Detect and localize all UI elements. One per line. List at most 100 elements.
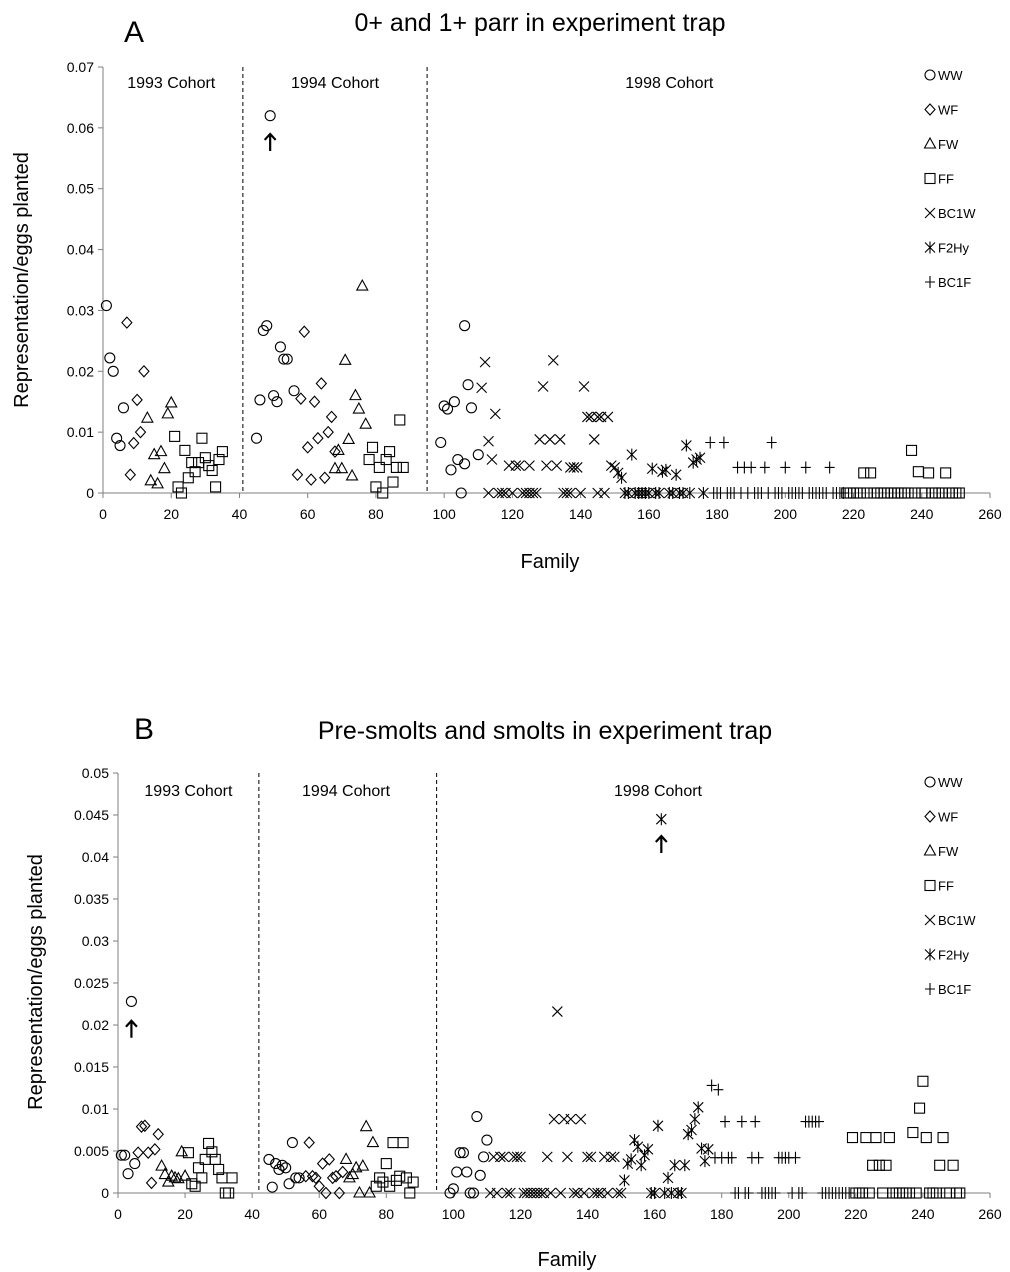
data-point-bc1w <box>592 487 604 499</box>
x-tick-label: 20 <box>163 506 179 522</box>
data-point-ff <box>870 1132 882 1144</box>
data-point-wf <box>323 1153 336 1166</box>
data-point-bc1w <box>510 460 522 472</box>
data-point-f2hy <box>632 1140 644 1153</box>
data-point-ww <box>293 1172 305 1184</box>
data-point-ff <box>182 1147 194 1159</box>
data-point-ff <box>203 1137 215 1149</box>
data-point-ww <box>280 1162 292 1174</box>
data-point-bc1w <box>486 454 498 465</box>
data-point-bc1w <box>541 1151 553 1163</box>
legend-label-bc1w: BC1W <box>938 206 976 221</box>
data-point-ff <box>377 487 389 499</box>
data-point-bc1w <box>555 1187 567 1199</box>
data-point-f2hy <box>679 1159 691 1172</box>
data-point-bc1w <box>548 1113 560 1125</box>
data-point-ff <box>370 1180 382 1192</box>
series-bc1w <box>484 1006 627 1199</box>
y-tick-label: 0.07 <box>67 59 94 75</box>
data-point-ff <box>175 487 188 499</box>
legend-marker-f2hy <box>924 241 936 254</box>
data-point-bc1w <box>582 1151 593 1163</box>
data-point-ff <box>370 481 382 493</box>
data-point-ww <box>472 449 484 461</box>
data-point-bc1w <box>494 1151 506 1163</box>
x-tick-label: 200 <box>777 1206 801 1222</box>
data-point-ff <box>920 1132 932 1144</box>
data-point-fw <box>363 1185 376 1198</box>
data-point-bc1f <box>736 1115 747 1128</box>
data-point-bc1f <box>713 1083 724 1096</box>
data-point-fw <box>178 1169 192 1181</box>
data-point-ff <box>934 1159 946 1171</box>
data-point-ww <box>281 353 293 365</box>
series-ff <box>182 1075 966 1199</box>
legend-marker-ff <box>924 879 936 892</box>
y-tick-label: 0 <box>101 1185 109 1201</box>
data-point-ff <box>189 466 201 478</box>
data-point-ww <box>111 432 123 444</box>
data-point-ww <box>104 352 116 364</box>
data-point-ff <box>387 1137 399 1149</box>
data-point-fw <box>157 461 171 474</box>
data-point-ww <box>283 1178 295 1190</box>
data-point-f2hy <box>652 1119 664 1132</box>
y-tick-label: 0 <box>86 485 94 501</box>
data-point-bc1w <box>588 434 600 445</box>
data-point-fw <box>175 1144 189 1157</box>
data-point-ff <box>397 1137 409 1149</box>
data-point-ww <box>478 1151 490 1163</box>
data-point-fw <box>335 461 349 474</box>
data-point-ff <box>179 444 191 456</box>
data-point-bc1f <box>770 1187 781 1199</box>
legend-marker-wf <box>924 810 936 823</box>
data-point-bc1f <box>838 487 849 499</box>
data-point-wf <box>134 425 147 439</box>
data-point-f2hy <box>689 1113 701 1126</box>
y-tick-label: 0.04 <box>82 849 109 865</box>
y-tick-label: 0.005 <box>74 1143 109 1159</box>
x-tick-label: 100 <box>442 1206 466 1222</box>
data-point-ff <box>189 1180 201 1192</box>
data-point-bc1w <box>505 1187 516 1199</box>
series-ww <box>115 995 493 1199</box>
data-point-bc1w <box>565 1113 577 1125</box>
legend-label-fw: FW <box>938 844 959 859</box>
data-point-fw <box>154 444 168 457</box>
data-point-ff <box>397 461 409 473</box>
x-tick-label: 200 <box>774 506 798 522</box>
data-point-ff <box>923 467 935 479</box>
data-point-ww <box>286 1137 298 1149</box>
x-tick-label: 80 <box>368 506 384 522</box>
data-point-ff <box>940 467 952 479</box>
data-point-ff <box>206 464 218 477</box>
data-point-fw <box>359 1119 373 1132</box>
data-point-bc1w <box>578 381 590 392</box>
data-point-ff <box>954 1187 966 1199</box>
data-point-ff <box>390 461 402 473</box>
x-tick-label: 120 <box>509 1206 533 1222</box>
data-point-wf <box>135 1120 148 1133</box>
data-point-ff <box>196 1172 208 1184</box>
data-point-ww <box>271 396 283 408</box>
x-tick-label: 40 <box>244 1206 260 1222</box>
data-point-ww <box>459 458 471 470</box>
data-point-ww <box>459 320 471 332</box>
chart-title: Pre-smolts and smolts in experiment trap <box>318 717 772 745</box>
data-point-bc1w <box>564 487 576 499</box>
data-point-f2hy <box>646 462 658 475</box>
data-point-ff <box>917 1075 929 1087</box>
data-point-bc1f <box>726 1151 737 1164</box>
data-point-ww <box>290 1172 302 1184</box>
data-point-bc1w <box>515 1151 526 1163</box>
data-point-ww <box>125 995 137 1008</box>
series-fw <box>140 278 373 489</box>
data-point-f2hy <box>635 1159 647 1172</box>
legend: WW WF FW FF BC1W F2Hy BC1F <box>923 775 976 997</box>
data-point-f2hy <box>662 1171 674 1184</box>
data-point-bc1w <box>575 1113 587 1125</box>
data-point-ww <box>107 365 119 377</box>
data-point-ff <box>854 487 866 499</box>
data-point-fw <box>349 388 362 401</box>
data-point-bc1w <box>547 354 559 366</box>
